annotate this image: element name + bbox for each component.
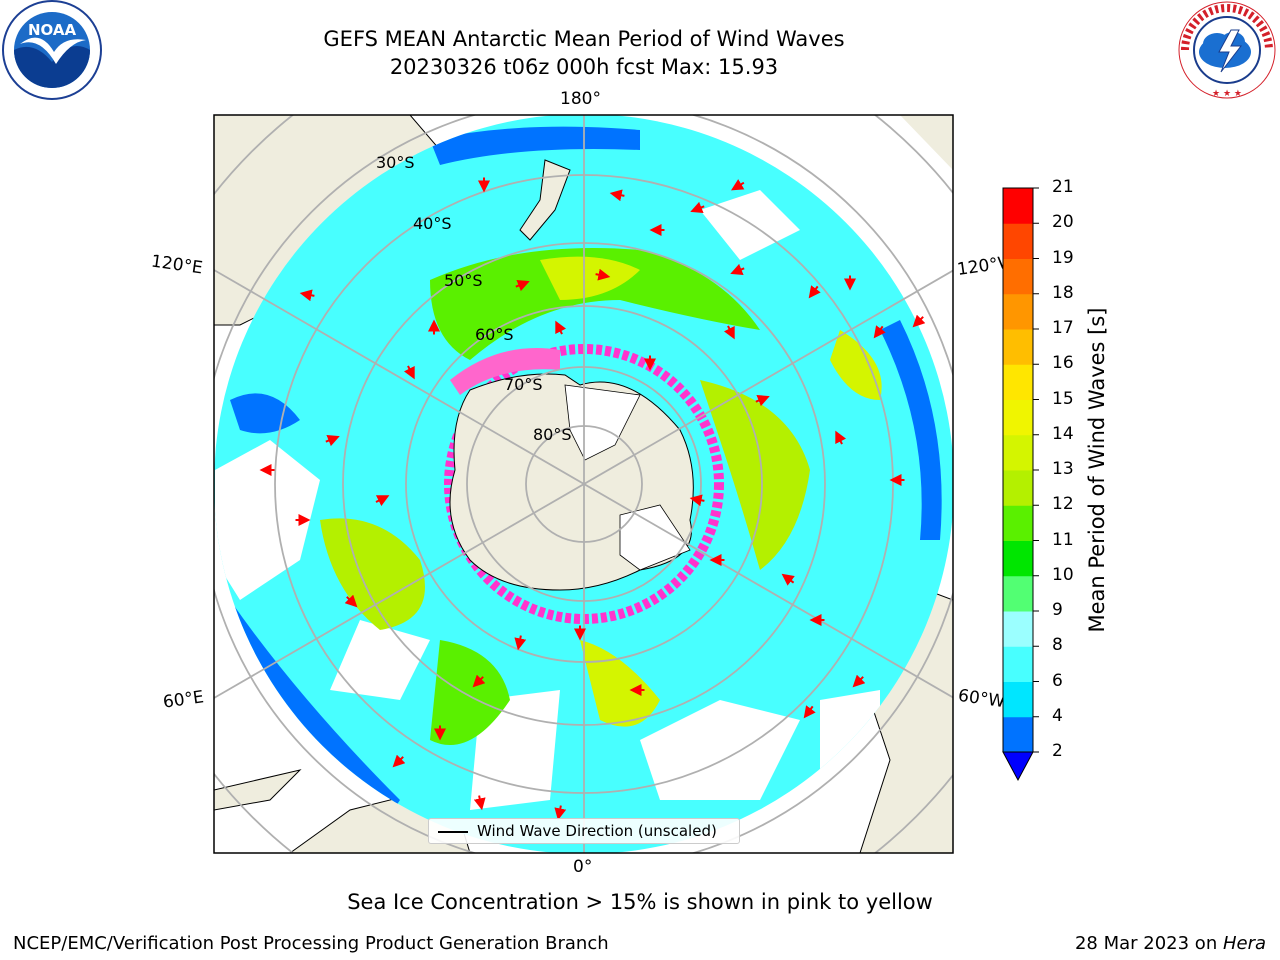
- polar-map: [213, 114, 954, 854]
- lat-label-40s: 40°S: [413, 214, 452, 233]
- wind-wave-arrow: [555, 320, 567, 335]
- colorbar-tick-label: 12: [1052, 494, 1074, 515]
- colorbar-tick-label: 21: [1052, 177, 1074, 197]
- wind-wave-arrow: [852, 674, 866, 688]
- wind-wave-arrow: [755, 394, 770, 407]
- title-line-2: 20230326 t06z 000h fcst Max: 15.93: [389, 55, 779, 79]
- lon-label-120e: 120°E: [149, 251, 204, 279]
- map-legend: Wind Wave Direction (unscaled): [428, 818, 740, 844]
- wind-wave-arrow: [595, 268, 611, 281]
- title-line-1: GEFS MEAN Antarctic Mean Period of Wind …: [323, 27, 845, 51]
- colorbar-title: Mean Period of Wind Waves [s]: [1085, 307, 1109, 633]
- footer-credit: NCEP/EMC/Verification Post Processing Pr…: [13, 933, 609, 954]
- wind-wave-arrow: [835, 430, 847, 445]
- colorbar-segment: [1003, 611, 1033, 647]
- wind-wave-arrow: [730, 179, 745, 191]
- svg-text:★ ★ ★: ★ ★ ★: [1212, 89, 1242, 99]
- nws-logo: ★ ★ ★: [1178, 1, 1276, 99]
- wind-wave-arrow: [472, 674, 486, 688]
- land-new-zealand: [519, 159, 571, 241]
- footer-date: 28 Mar 2023 on Hera: [1075, 933, 1266, 954]
- colorbar-tick-label: 15: [1052, 388, 1074, 409]
- lat-label-80s: 80°S: [533, 425, 572, 444]
- colorbar-segment: [1003, 223, 1033, 259]
- land-corner-tr: [900, 115, 953, 170]
- wind-wave-arrow: [873, 325, 886, 339]
- colorbar-tick-label: 10: [1052, 564, 1074, 585]
- colorbar-under-extend: [1002, 751, 1034, 782]
- lat-label-70s: 70°S: [504, 375, 543, 394]
- lon-label-180: 180°: [560, 89, 601, 109]
- noaa-logo: NOAA: [2, 0, 102, 100]
- colorbar-tick-label: 13: [1052, 459, 1074, 479]
- colorbar-tick-label: 11: [1052, 529, 1074, 550]
- wind-wave-arrow: [689, 494, 705, 507]
- footer-machine: Hera: [1222, 933, 1266, 954]
- sea-ice-note: Sea Ice Concentration > 15% is shown in …: [347, 890, 933, 914]
- colorbar-segment: [1003, 540, 1033, 577]
- colorbar-tick-label: 17: [1052, 318, 1074, 338]
- colorbar-segment: [1003, 188, 1033, 224]
- wind-wave-arrow: [473, 795, 486, 811]
- wind-wave-arrow: [514, 635, 527, 651]
- colorbar-segment: [1003, 716, 1033, 753]
- wind-wave-arrow: [803, 705, 816, 719]
- wind-wave-arrow: [690, 201, 705, 214]
- svg-text:NOAA: NOAA: [28, 21, 77, 39]
- colorbar-tick-label: 4: [1052, 705, 1063, 726]
- colorbar-tick-label: 2: [1052, 741, 1063, 761]
- colorbar-segment: [1003, 575, 1033, 612]
- legend-line-sample: [438, 831, 468, 833]
- wind-wave-arrow: [730, 263, 745, 276]
- colorbar-segment: [1003, 364, 1033, 400]
- lat-label-50s: 50°S: [444, 271, 483, 290]
- colorbar-tick-label: 8: [1052, 635, 1063, 656]
- colorbar-segment: [1003, 470, 1033, 506]
- wind-wave-arrow: [344, 594, 358, 608]
- wind-wave-arrow: [808, 285, 821, 299]
- colorbar-tick-label: 20: [1052, 212, 1074, 233]
- colorbar-tick-label: 14: [1052, 423, 1074, 444]
- colorbar-tick-label: 6: [1052, 670, 1063, 691]
- wind-wave-arrow: [403, 365, 415, 380]
- wind-wave-arrow: [375, 495, 390, 507]
- colorbar-segment: [1003, 258, 1033, 295]
- colorbar-segment: [1003, 434, 1033, 471]
- lon-label-60e: 60°E: [161, 687, 206, 713]
- ice-shelf-weddell: [619, 504, 691, 571]
- lat-label-60s: 60°S: [475, 325, 514, 344]
- colorbar-tick-label: 9: [1052, 600, 1063, 620]
- wind-wave-arrow: [515, 279, 530, 292]
- wind-wave-arrow: [723, 325, 735, 340]
- colorbar-segment: [1003, 646, 1033, 682]
- wind-wave-arrow: [554, 805, 567, 821]
- wind-wave-arrow: [781, 573, 795, 586]
- wind-wave-arrow: [392, 754, 406, 768]
- colorbar: [1002, 187, 1039, 782]
- colorbar-tick-label: 16: [1052, 353, 1074, 374]
- colorbar-tick-label: 19: [1052, 247, 1074, 268]
- wind-wave-arrow: [325, 434, 340, 447]
- wind-wave-arrow: [299, 289, 315, 302]
- lon-label-0: 0°: [573, 857, 593, 877]
- legend-label: Wind Wave Direction (unscaled): [477, 822, 717, 840]
- colorbar-segment: [1003, 505, 1033, 541]
- wind-wave-arrow: [912, 314, 926, 328]
- colorbar-segment: [1003, 329, 1033, 365]
- colorbar-segment: [1003, 293, 1033, 330]
- colorbar-tick-label: 18: [1052, 282, 1074, 303]
- wind-wave-arrow: [609, 189, 625, 202]
- lat-label-30s: 30°S: [376, 153, 415, 172]
- footer-date-text: 28 Mar 2023 on: [1074, 933, 1223, 954]
- colorbar-segment: [1003, 681, 1033, 718]
- sea-ice-ross: [450, 348, 560, 395]
- colorbar-segment: [1003, 399, 1033, 436]
- wind-wave-arrows: [259, 177, 926, 821]
- map-frame: [213, 114, 954, 854]
